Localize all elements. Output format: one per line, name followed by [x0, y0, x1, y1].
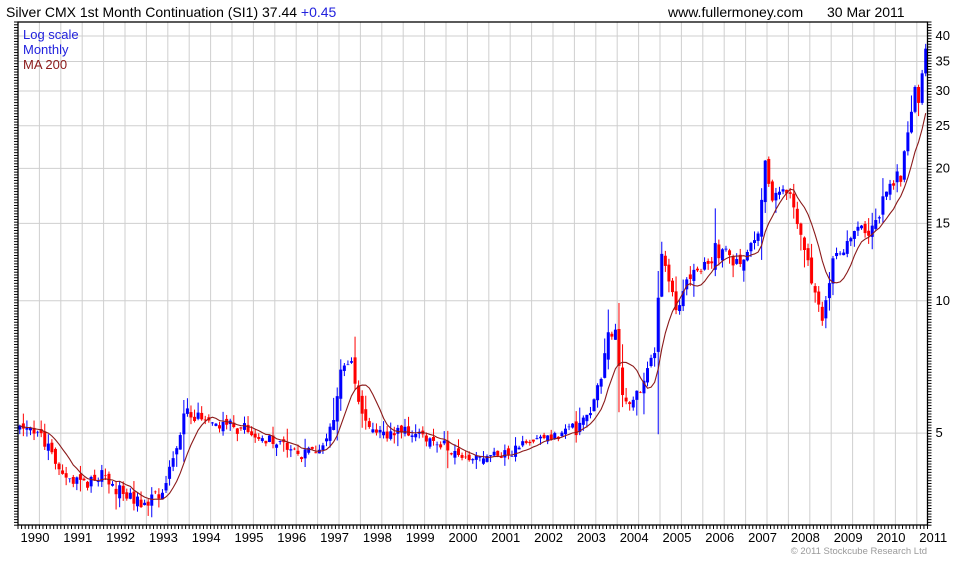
- svg-text:2001: 2001: [491, 530, 520, 545]
- svg-text:2000: 2000: [449, 530, 478, 545]
- svg-text:15: 15: [936, 215, 950, 230]
- svg-text:1995: 1995: [235, 530, 264, 545]
- svg-text:2007: 2007: [748, 530, 777, 545]
- svg-text:1992: 1992: [106, 530, 135, 545]
- svg-text:35: 35: [936, 54, 950, 69]
- svg-text:5: 5: [936, 425, 943, 440]
- svg-text:25: 25: [936, 118, 950, 133]
- svg-text:2005: 2005: [663, 530, 692, 545]
- svg-text:2008: 2008: [791, 530, 820, 545]
- svg-text:20: 20: [936, 160, 950, 175]
- svg-text:2011: 2011: [919, 530, 947, 545]
- svg-text:1998: 1998: [363, 530, 392, 545]
- svg-text:2004: 2004: [620, 530, 649, 545]
- svg-text:1990: 1990: [21, 530, 50, 545]
- svg-text:1993: 1993: [149, 530, 178, 545]
- svg-text:2009: 2009: [834, 530, 863, 545]
- svg-text:30: 30: [936, 83, 950, 98]
- svg-text:2003: 2003: [577, 530, 606, 545]
- svg-text:2010: 2010: [877, 530, 906, 545]
- svg-text:2006: 2006: [705, 530, 734, 545]
- svg-text:10: 10: [936, 293, 950, 308]
- svg-text:1996: 1996: [277, 530, 306, 545]
- svg-text:1994: 1994: [192, 530, 221, 545]
- svg-text:1997: 1997: [320, 530, 349, 545]
- svg-text:1991: 1991: [63, 530, 92, 545]
- svg-text:2002: 2002: [534, 530, 563, 545]
- svg-text:40: 40: [936, 28, 950, 43]
- svg-text:1999: 1999: [406, 530, 435, 545]
